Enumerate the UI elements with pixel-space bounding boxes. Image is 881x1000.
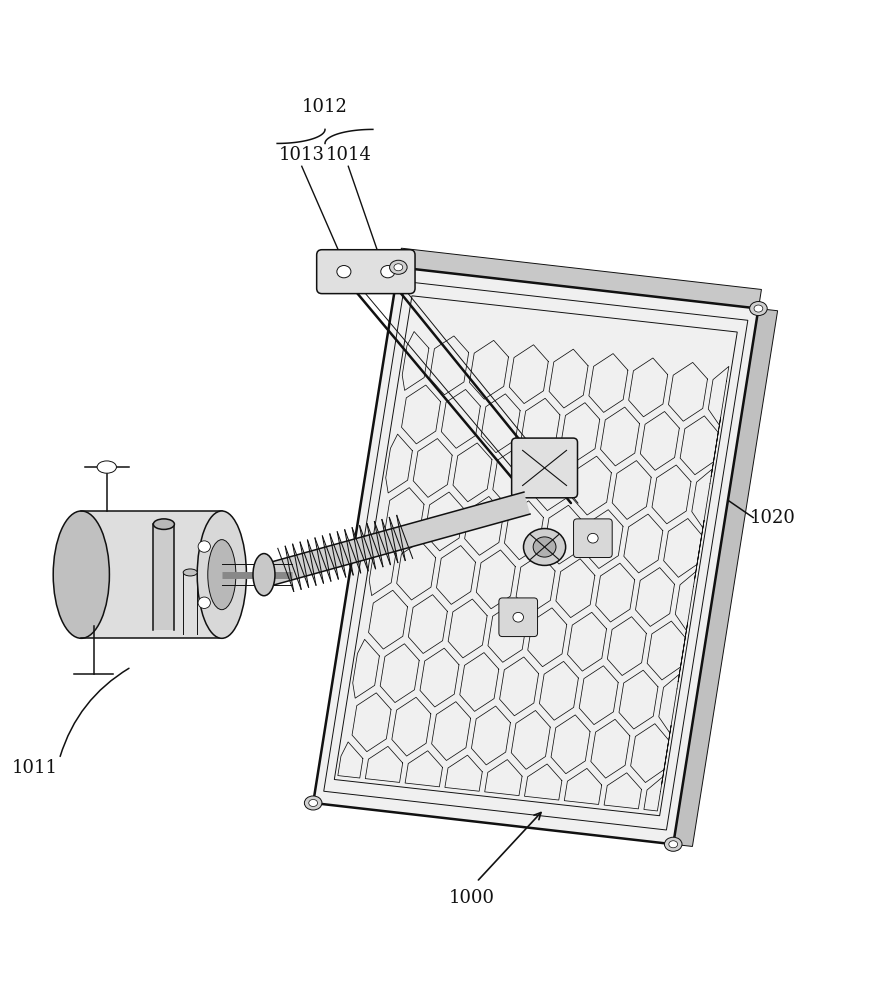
Text: 1013: 1013 [278,146,325,164]
FancyBboxPatch shape [316,250,415,294]
Ellipse shape [97,461,116,473]
Ellipse shape [754,305,763,312]
Ellipse shape [198,541,211,552]
FancyBboxPatch shape [499,598,537,637]
Ellipse shape [53,511,109,638]
Ellipse shape [304,796,322,810]
Polygon shape [313,267,759,844]
Polygon shape [153,524,174,630]
Ellipse shape [588,533,598,543]
Ellipse shape [394,264,403,271]
Polygon shape [81,511,222,638]
Ellipse shape [523,529,566,565]
Ellipse shape [381,266,395,278]
Ellipse shape [513,612,523,622]
Text: 1014: 1014 [325,146,371,164]
FancyBboxPatch shape [512,438,578,498]
Ellipse shape [533,537,556,557]
Text: 1011: 1011 [11,759,58,777]
Polygon shape [265,492,530,586]
Text: 1000: 1000 [449,889,495,907]
Polygon shape [673,309,778,846]
Ellipse shape [183,569,197,576]
Text: 1012: 1012 [301,98,347,116]
Ellipse shape [389,260,407,274]
Ellipse shape [197,511,247,638]
Ellipse shape [253,554,275,596]
Ellipse shape [208,540,236,610]
Ellipse shape [750,302,767,316]
Polygon shape [398,248,761,309]
Text: 1020: 1020 [750,509,796,527]
FancyBboxPatch shape [574,519,612,558]
Ellipse shape [664,837,682,851]
Ellipse shape [308,799,317,806]
Ellipse shape [153,519,174,529]
Ellipse shape [337,266,351,278]
Ellipse shape [198,597,211,608]
Ellipse shape [669,841,677,848]
